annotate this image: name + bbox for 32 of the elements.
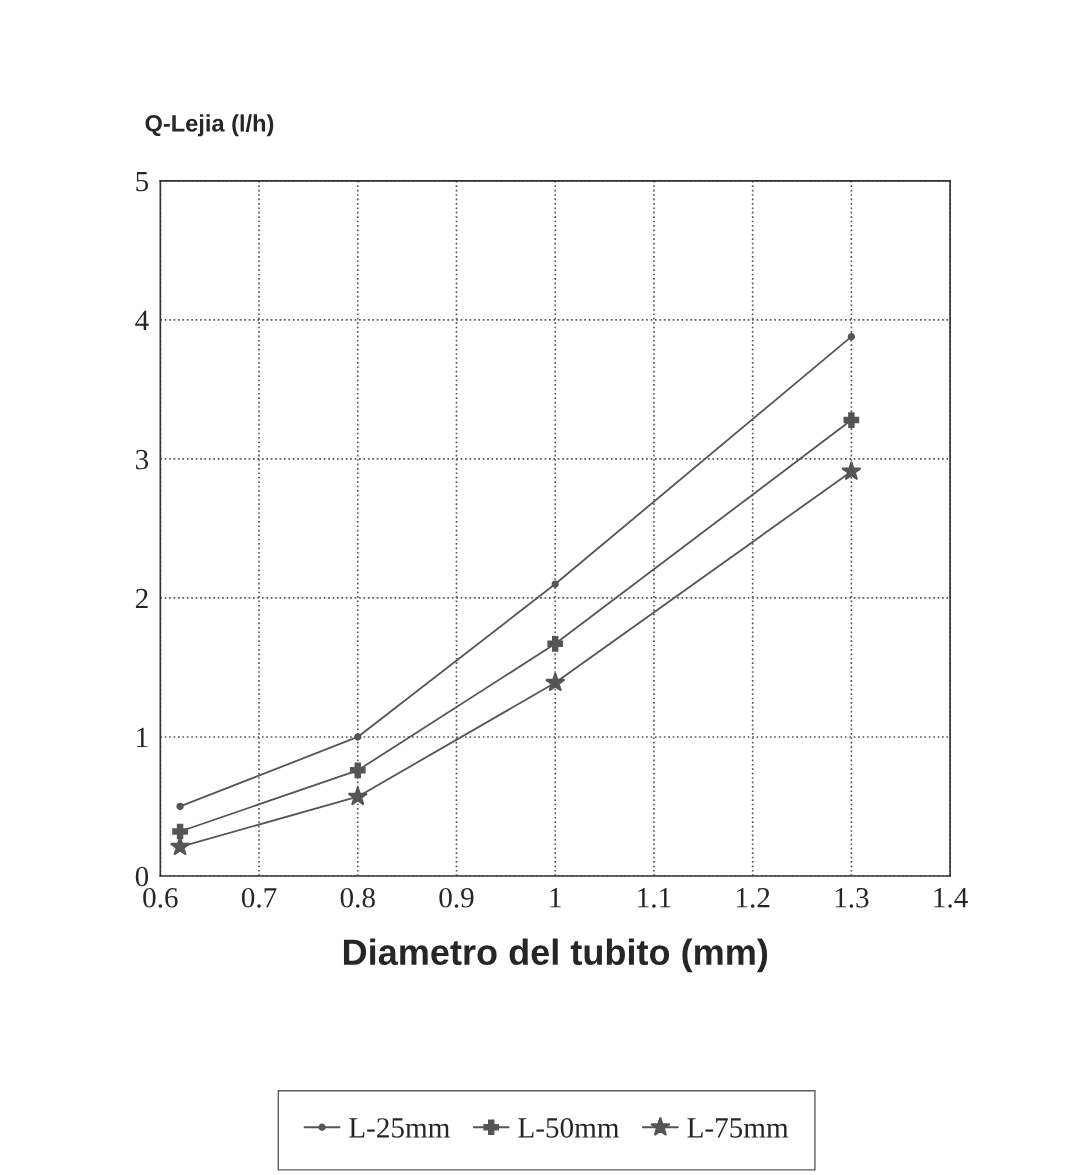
point: [169, 836, 191, 856]
x-tick-label: 1.3: [835, 888, 869, 908]
y-tick-label: 5: [136, 171, 149, 192]
point: [843, 412, 860, 428]
x-tick-label: 1.1: [638, 888, 671, 908]
point: [551, 580, 559, 588]
x-tick-label: 0.8: [340, 887, 375, 908]
y-axis-title: Q-Lejia (l/h): [145, 114, 274, 137]
x-tick-label: 1.2: [737, 888, 770, 908]
legend-label: L-50mm: [518, 1118, 620, 1138]
point: [545, 672, 566, 692]
y-tick-label: 2: [135, 588, 148, 609]
point: [349, 762, 366, 779]
point: [172, 823, 188, 840]
x-tick-label: 1: [550, 888, 561, 908]
y-tick-label: 1: [137, 727, 148, 748]
y-tick-label: 0: [135, 866, 149, 887]
x-axis-title: Diametro del tubito (mm): [343, 938, 768, 973]
y-tick-label: 3: [136, 449, 149, 470]
x-tick-label: 0.7: [241, 887, 277, 908]
point: [841, 460, 862, 481]
legend-label: L-75mm: [687, 1118, 789, 1138]
y-tick-label: 4: [135, 310, 149, 331]
point: [176, 802, 184, 811]
x-tick-label: 1.4: [934, 888, 968, 908]
point: [354, 733, 362, 741]
x-tick-label: 0.6: [143, 887, 178, 908]
x-tick-label: 0.9: [439, 887, 474, 908]
legend-label: L-25mm: [349, 1118, 450, 1138]
point: [847, 332, 856, 341]
point: [547, 635, 564, 652]
point: [347, 786, 368, 806]
